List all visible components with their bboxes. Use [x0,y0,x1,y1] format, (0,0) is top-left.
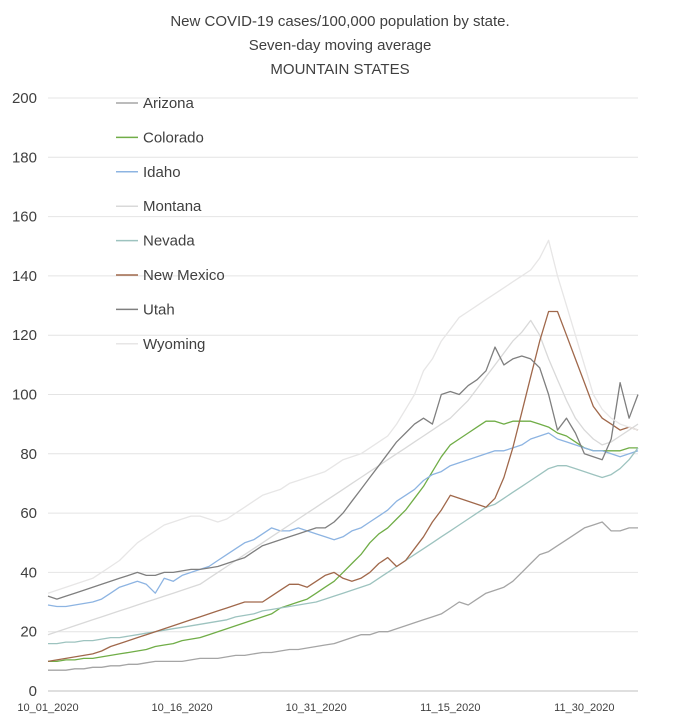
legend: Arizona Colorado Idaho Montana Nevada New Mex… [116,95,225,353]
series-line-idaho [47,432,639,608]
chart-title-line-2: Seven-day moving average [249,37,432,54]
y-tick-label: 160 [12,209,37,226]
x-tick-label: 10_01_2020 [17,702,78,714]
series-line-new-mexico [47,310,639,663]
legend-label-montana: Montana [143,198,202,215]
series-line-wyoming [47,239,639,594]
gridlines [48,97,638,692]
x-tick-label: 10_16_2020 [151,702,212,714]
y-tick-label: 40 [20,564,37,581]
y-tick-label: 200 [12,90,37,107]
legend-label-idaho: Idaho [143,164,181,181]
chart-title: New COVID-19 cases/100,000 population by… [170,13,509,78]
y-tick-label: 180 [12,149,37,166]
series-line-colorado [48,420,638,663]
x-axis: 10_01_2020 10_16_2020 10_31_2020 11_15_2020… [17,702,614,714]
series-lines [47,239,639,671]
chart-title-line-1: New COVID-19 cases/100,000 population by… [170,13,509,30]
chart-title-line-3: MOUNTAIN STATES [270,61,409,78]
legend-label-colorado: Colorado [143,129,204,146]
legend-label-wyoming: Wyoming [143,336,205,353]
series-line-arizona [48,521,638,671]
series-line-utah [47,346,639,600]
y-tick-label: 140 [12,268,37,285]
x-tick-label: 11_30_2020 [554,702,614,714]
legend-label-utah: Utah [143,301,175,318]
y-tick-label: 60 [20,505,37,522]
x-tick-label: 10_31_2020 [286,702,347,714]
y-tick-label: 100 [12,387,37,404]
legend-label-arizona: Arizona [143,95,195,112]
series-line-nevada [48,447,639,645]
series-line-montana [47,319,639,636]
y-tick-label: 20 [20,624,37,641]
y-tick-label: 120 [12,327,37,344]
y-axis: 0 20 40 60 80 100 120 140 160 180 200 [12,90,37,700]
y-tick-label: 80 [20,446,37,463]
x-tick-label: 11_15_2020 [420,702,480,714]
legend-label-nevada: Nevada [143,233,195,250]
legend-label-new-mexico: New Mexico [143,267,225,284]
y-tick-label: 0 [29,683,37,700]
